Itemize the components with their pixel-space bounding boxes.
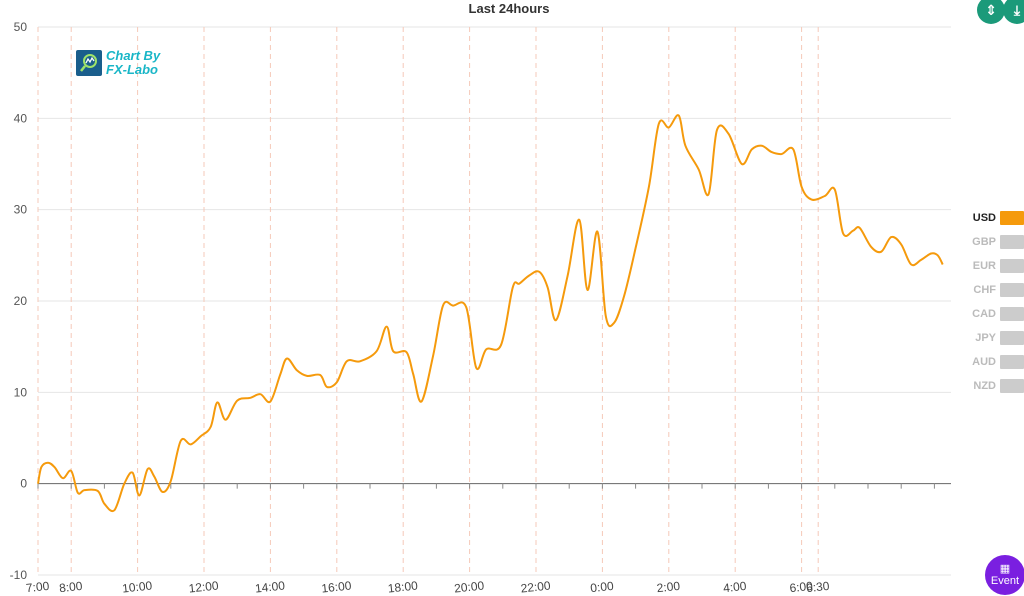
legend-swatch [1000, 235, 1024, 249]
event-button[interactable]: ▦ Event [985, 555, 1024, 595]
legend-item-cad[interactable]: CAD [958, 302, 1024, 326]
x-tick-label: 20:00 [454, 578, 486, 595]
legend-label: USD [972, 212, 996, 224]
x-tick-label: 7:00 [25, 579, 50, 595]
legend-label: GBP [972, 236, 996, 248]
export-button[interactable]: ⤓ [1003, 0, 1024, 24]
collapse-vertical-button[interactable]: ⇕ [977, 0, 1005, 24]
legend-label: NZD [973, 380, 996, 392]
y-tick-label: 10 [14, 385, 28, 399]
legend-label: CAD [972, 308, 996, 320]
y-tick-label: 40 [14, 111, 28, 125]
legend-swatch [1000, 307, 1024, 321]
legend-item-gbp[interactable]: GBP [958, 230, 1024, 254]
download-icon: ⤓ [1013, 1, 1021, 18]
legend-swatch [1000, 211, 1024, 225]
series-line-usd [37, 114, 944, 513]
legend-swatch [1000, 379, 1024, 393]
legend-label: EUR [972, 260, 996, 272]
y-tick-label: -10 [10, 568, 28, 582]
x-tick-label: 4:00 [722, 579, 747, 595]
x-tick-label: 6:00 [789, 579, 814, 595]
x-tick-label: 6:30 [805, 579, 830, 595]
y-tick-label: 50 [14, 20, 28, 34]
x-tick-label: 16:00 [321, 578, 353, 595]
logo-line-2: FX-Labo [106, 62, 158, 77]
y-tick-label: 20 [14, 294, 28, 308]
x-tick-label: 18:00 [387, 578, 419, 595]
chart-magnifier-icon [76, 50, 102, 76]
logo-line-1: Chart By [106, 48, 161, 63]
logo: Chart By FX-Labo [76, 47, 176, 79]
grid [37, 26, 951, 576]
legend-item-chf[interactable]: CHF [958, 278, 1024, 302]
series-layer [37, 114, 944, 513]
legend-swatch [1000, 259, 1024, 273]
y-axis: 50 40 30 20 10 0 -10 [10, 20, 28, 582]
x-tick-label: 2:00 [656, 579, 681, 595]
legend-swatch [1000, 283, 1024, 297]
x-tick-label: 8:00 [58, 579, 83, 595]
legend-swatch [1000, 355, 1024, 369]
event-button-label: Event [990, 574, 1020, 587]
chart-title: Last 24hours [469, 1, 550, 16]
x-tick-label: 14:00 [254, 578, 286, 595]
legend-item-nzd[interactable]: NZD [958, 374, 1024, 398]
legend-label: AUD [972, 356, 996, 368]
collapse-vertical-icon: ⇕ [985, 1, 997, 18]
legend-item-usd[interactable]: USD [958, 206, 1024, 230]
legend-swatch [1000, 331, 1024, 345]
calendar-icon: ▦ [999, 562, 1011, 575]
legend-item-aud[interactable]: AUD [958, 350, 1024, 374]
x-tick-label: 0:00 [590, 579, 615, 595]
x-tick-label: 12:00 [188, 578, 220, 595]
y-tick-label: 0 [20, 477, 27, 491]
legend: USD GBP EUR CHF CAD JPY AUD NZD [958, 206, 1024, 398]
legend-label: JPY [975, 332, 996, 344]
x-tick-label: 10:00 [122, 578, 154, 595]
legend-item-jpy[interactable]: JPY [958, 326, 1024, 350]
y-tick-label: 30 [14, 203, 28, 217]
legend-item-eur[interactable]: EUR [958, 254, 1024, 278]
x-tick-label: 22:00 [520, 578, 552, 595]
x-axis: 7:00 8:00 10:00 12:00 14:00 16:00 18:00 20:00 22… [25, 483, 935, 596]
legend-label: CHF [973, 284, 996, 296]
